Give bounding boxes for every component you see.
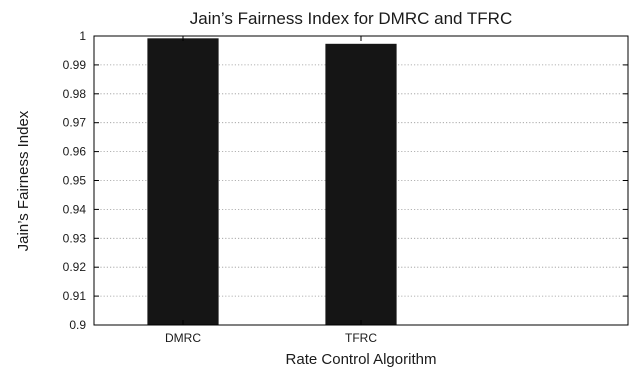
y-tick-label: 0.97 (63, 116, 87, 130)
y-tick-label: 0.92 (63, 260, 87, 274)
y-tick-label: 0.98 (63, 87, 87, 101)
x-axis-ticks: DMRC TFRC (165, 36, 377, 345)
y-tick-label: 0.93 (63, 231, 87, 245)
y-tick-label: 0.94 (63, 202, 87, 216)
y-tick-label: 0.96 (63, 145, 87, 159)
y-tick-label: 1 (79, 29, 86, 43)
bar-dmrc (147, 38, 219, 325)
y-gridlines (94, 64, 628, 297)
y-tick-label: 0.95 (63, 174, 87, 188)
y-tick-label: 0.91 (63, 289, 87, 303)
x-axis-label: Rate Control Algorithm (286, 351, 437, 368)
bars (147, 38, 397, 325)
y-axis-label: Jain’s Fairness Index (15, 110, 32, 251)
y-tick-label: 0.99 (63, 58, 87, 72)
x-tick-label: DMRC (165, 331, 201, 345)
y-axis-ticks: 0.9 0.91 0.92 0.93 0.94 0.95 0.96 0.97 0.98 0.99 1 (63, 29, 628, 332)
bar-tfrc (325, 43, 397, 325)
x-tick-label: TFRC (345, 331, 377, 345)
y-tick-label: 0.9 (69, 318, 86, 332)
chart-title: Jain’s Fairness Index for DMRC and TFRC (190, 9, 512, 28)
